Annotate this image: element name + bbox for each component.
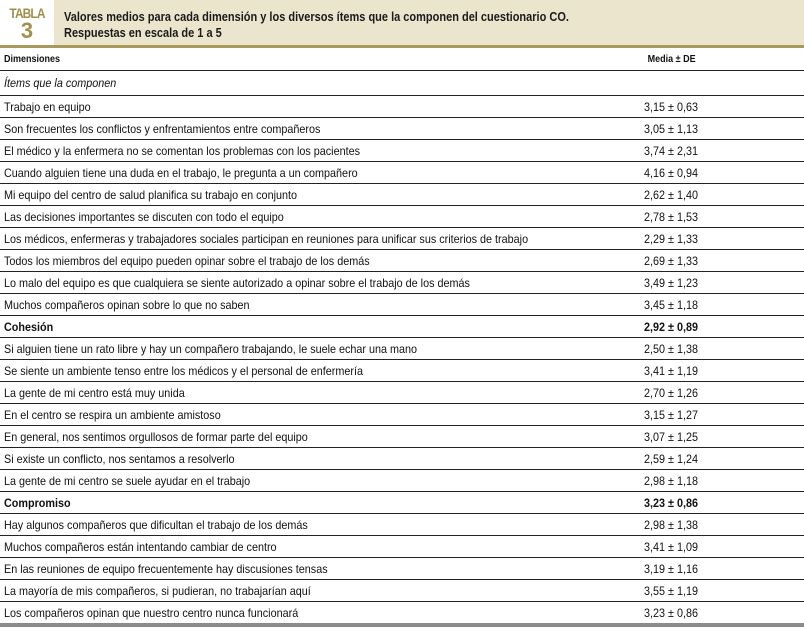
row-label: Si alguien tiene un rato libre y hay un … [0, 337, 587, 360]
row-value: 3,41 ± 1,09 [586, 535, 804, 558]
subheader-row: Ítems que la componen [0, 70, 804, 96]
row-value: 2,92 ± 0,89 [586, 315, 804, 338]
row-value: 3,23 ± 0,86 [586, 601, 804, 627]
dimension-row: Cohesión 2,92 ± 0,89 [0, 315, 804, 338]
row-label: Son frecuentes los conflictos y enfrenta… [0, 117, 587, 140]
row-value: 3,05 ± 1,13 [586, 117, 804, 140]
row-label: Cuando alguien tiene una duda en el trab… [0, 161, 587, 184]
table-label-word: TABLA [9, 5, 45, 21]
row-value: 2,78 ± 1,53 [586, 205, 804, 228]
row-label: Hay algunos compañeros que dificultan el… [0, 513, 587, 536]
row-value: 3,74 ± 2,31 [586, 139, 804, 162]
row-value: 3,45 ± 1,18 [586, 293, 804, 316]
column-header-row: Dimensiones Media ± DE [0, 48, 804, 71]
table-row: Trabajo en equipo 3,15 ± 0,63 [0, 95, 804, 118]
row-label: Los compañeros opinan que nuestro centro… [0, 601, 587, 627]
row-value: 2,50 ± 1,38 [586, 337, 804, 360]
table-row: Mi equipo del centro de salud planifica … [0, 183, 804, 206]
row-label: Mi equipo del centro de salud planifica … [0, 183, 587, 206]
row-label: Muchos compañeros opinan sobre lo que no… [0, 293, 587, 316]
row-label: Las decisiones importantes se discuten c… [0, 205, 587, 228]
dimension-row: Compromiso 3,23 ± 0,86 [0, 491, 804, 514]
row-label: En las reuniones de equipo frecuentement… [0, 557, 587, 580]
row-value: 3,49 ± 1,23 [586, 271, 804, 294]
row-label: Trabajo en equipo [0, 95, 587, 118]
data-table: Dimensiones Media ± DE Ítems que la comp… [0, 48, 804, 627]
table-row: La gente de mi centro se suele ayudar en… [0, 469, 804, 492]
table-number: 3 [20, 18, 34, 43]
row-label: Se siente un ambiente tenso entre los mé… [0, 359, 587, 382]
row-value: 2,62 ± 1,40 [586, 183, 804, 206]
table-caption: Valores medios para cada dimensión y los… [54, 0, 804, 45]
column-header-value: Media ± DE [586, 48, 804, 71]
caption-line-1: Valores medios para cada dimensión y los… [64, 10, 569, 24]
row-value: 3,55 ± 1,19 [586, 579, 804, 602]
row-label: En general, nos sentimos orgullosos de f… [0, 425, 587, 448]
table-row: En el centro se respira un ambiente amis… [0, 403, 804, 426]
table-row: La mayoría de mis compañeros, si pudiera… [0, 579, 804, 602]
table-row: La gente de mi centro está muy unida 2,70… [0, 381, 804, 404]
row-label: Muchos compañeros están intentando cambi… [0, 535, 587, 558]
row-value: 3,15 ± 1,27 [586, 403, 804, 426]
row-label: Todos los miembros del equipo pueden opi… [0, 249, 587, 272]
row-value: 3,19 ± 1,16 [586, 557, 804, 580]
table-row: Las decisiones importantes se discuten c… [0, 205, 804, 228]
row-label: Si existe un conflicto, nos sentamos a r… [0, 447, 587, 470]
table-row: Los compañeros opinan que nuestro centro… [0, 601, 804, 627]
row-value: 3,15 ± 0,63 [586, 95, 804, 118]
table-row: Si existe un conflicto, nos sentamos a r… [0, 447, 804, 470]
column-header-dimension: Dimensiones [0, 48, 587, 71]
row-value: 2,70 ± 1,26 [586, 381, 804, 404]
row-label: El médico y la enfermera no se comentan … [0, 139, 587, 162]
row-value: 4,16 ± 0,94 [586, 161, 804, 184]
row-value: 3,23 ± 0,86 [586, 491, 804, 514]
table-row: Todos los miembros del equipo pueden opi… [0, 249, 804, 272]
row-value: 3,41 ± 1,19 [586, 359, 804, 382]
table-row: En general, nos sentimos orgullosos de f… [0, 425, 804, 448]
row-label: La mayoría de mis compañeros, si pudiera… [0, 579, 587, 602]
caption-line-2: Respuestas en escala de 1 a 5 [64, 26, 222, 40]
table-row: El médico y la enfermera no se comentan … [0, 139, 804, 162]
subheader: Ítems que la componen [0, 70, 804, 96]
table-row: En las reuniones de equipo frecuentement… [0, 557, 804, 580]
table-row: Hay algunos compañeros que dificultan el… [0, 513, 804, 536]
table-row: Se siente un ambiente tenso entre los mé… [0, 359, 804, 382]
row-value: 2,69 ± 1,33 [586, 249, 804, 272]
table-header: TABLA 3 Valores medios para cada dimensi… [0, 0, 804, 48]
table-row: Lo malo del equipo es que cualquiera se … [0, 271, 804, 294]
row-value: 2,98 ± 1,38 [586, 513, 804, 536]
row-label: Los médicos, enfermeras y trabajadores s… [0, 227, 587, 250]
table-row: Cuando alguien tiene una duda en el trab… [0, 161, 804, 184]
row-value: 2,29 ± 1,33 [586, 227, 804, 250]
table-label: TABLA 3 [0, 0, 54, 45]
table-row: Los médicos, enfermeras y trabajadores s… [0, 227, 804, 250]
row-label: Lo malo del equipo es que cualquiera se … [0, 271, 587, 294]
row-label: En el centro se respira un ambiente amis… [0, 403, 587, 426]
row-label: La gente de mi centro se suele ayudar en… [0, 469, 587, 492]
row-label: Compromiso [0, 491, 587, 514]
row-value: 2,59 ± 1,24 [586, 447, 804, 470]
table-row: Son frecuentes los conflictos y enfrenta… [0, 117, 804, 140]
row-value: 3,07 ± 1,25 [586, 425, 804, 448]
row-value: 2,98 ± 1,18 [586, 469, 804, 492]
row-label: Cohesión [0, 315, 587, 338]
table-row: Muchos compañeros están intentando cambi… [0, 535, 804, 558]
table-row: Muchos compañeros opinan sobre lo que no… [0, 293, 804, 316]
row-label: La gente de mi centro está muy unida [0, 381, 587, 404]
table-row: Si alguien tiene un rato libre y hay un … [0, 337, 804, 360]
